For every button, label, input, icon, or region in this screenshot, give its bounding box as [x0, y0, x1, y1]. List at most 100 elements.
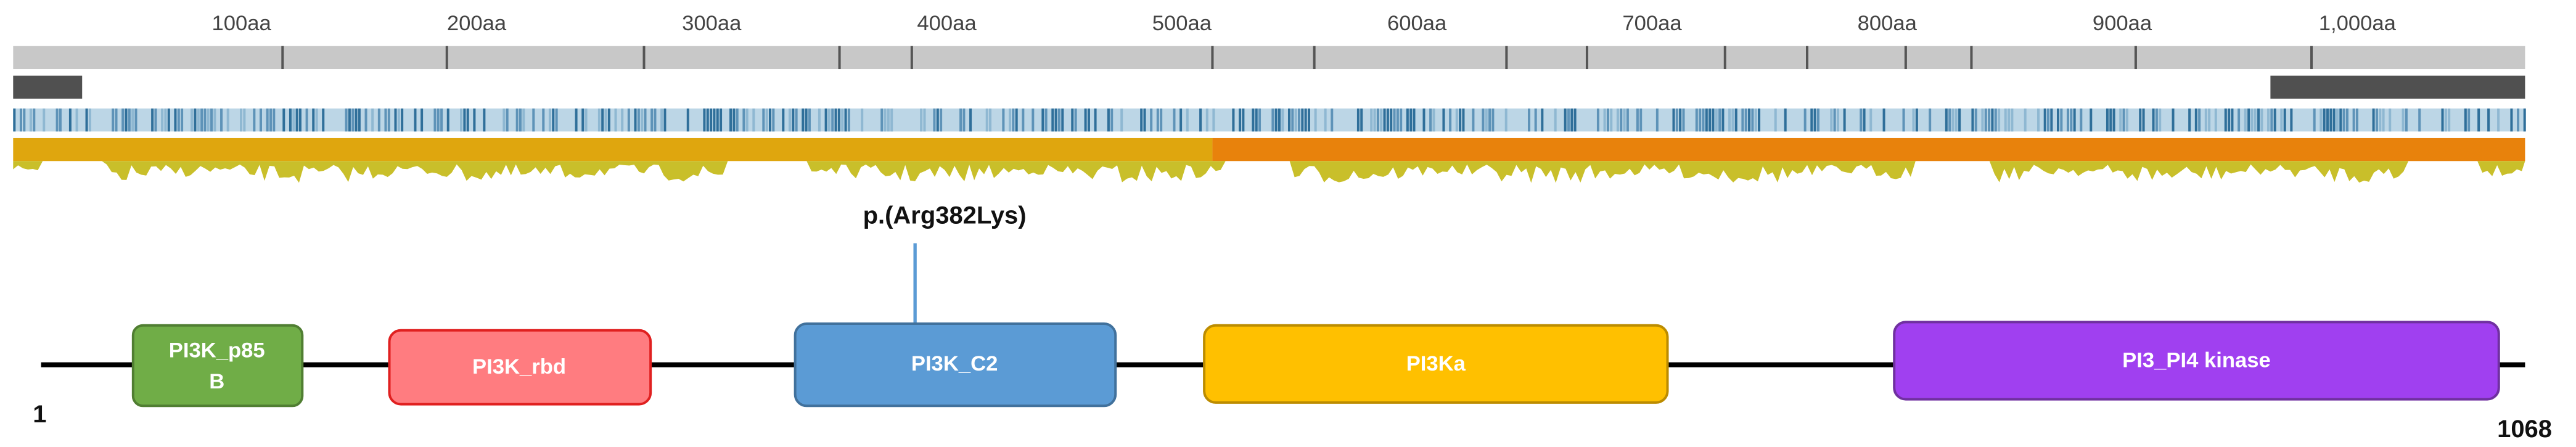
track-stripe: [1488, 108, 1491, 132]
track-stripe: [322, 108, 325, 132]
track-stripe: [203, 108, 207, 132]
track-stripe: [59, 108, 62, 132]
track-stripe: [2375, 108, 2378, 132]
ruler-tick-label: 100aa: [212, 12, 272, 35]
track-stripe: [1616, 108, 1619, 132]
track-stripe: [1074, 108, 1077, 132]
track-stripe: [1528, 108, 1531, 132]
track-stripe: [1413, 108, 1416, 132]
track-stripe: [834, 108, 837, 132]
track-stripe: [2280, 108, 2283, 132]
track-stripe: [1741, 108, 1744, 132]
track-stripe: [1291, 108, 1294, 132]
track-stripe: [720, 108, 723, 132]
track-stripe: [315, 108, 318, 132]
track-stripe: [2517, 108, 2520, 132]
domain: PI3K_rbd: [388, 329, 652, 406]
track-stripe: [654, 108, 657, 132]
track-stripe: [745, 108, 749, 132]
track-stripe: [1833, 108, 1836, 132]
track-stripe: [2250, 108, 2254, 132]
track-stripe: [1491, 108, 1495, 132]
track-stripe: [2109, 108, 2112, 132]
track-stripe: [1728, 108, 1731, 132]
track-stripe: [1915, 108, 1918, 132]
track-stripe: [1712, 108, 1715, 132]
track-stripe: [985, 108, 988, 132]
track-stripe: [292, 108, 295, 132]
track-stripe: [1606, 108, 1609, 132]
track-stripe: [2260, 108, 2263, 132]
track-stripe: [2024, 108, 2027, 132]
track-stripe: [2290, 108, 2293, 132]
track-stripe: [1061, 108, 1064, 132]
track-stripe: [151, 108, 154, 132]
track-stripe: [2352, 108, 2355, 132]
track-stripe: [213, 108, 216, 132]
track-stripe: [2122, 108, 2125, 132]
region-bar: [13, 75, 83, 99]
track-stripe: [1541, 108, 1544, 132]
score-track: [13, 161, 2525, 183]
track-stripe: [1472, 108, 1475, 132]
track-stripe: [2523, 108, 2526, 132]
track-stripe: [394, 108, 397, 132]
domain-label: PI3K_rbd: [472, 355, 566, 379]
track-stripe: [808, 108, 811, 132]
track-stripe: [1242, 108, 1245, 132]
track-stripe: [1718, 108, 1721, 132]
track-stripe: [1816, 108, 1819, 132]
track-stripe: [1554, 108, 1557, 132]
track-stripe: [19, 108, 22, 132]
track-stripe: [75, 108, 78, 132]
track-stripe: [1813, 108, 1816, 132]
track-stripe: [940, 108, 943, 132]
track-stripe: [713, 108, 716, 132]
ruler-bar: [13, 46, 2525, 70]
track-stripe: [2208, 108, 2211, 132]
track-stripe: [1482, 108, 1485, 132]
track-stripe: [519, 108, 522, 132]
track-stripe: [2228, 108, 2231, 132]
track-stripe: [125, 108, 128, 132]
track-stripe: [2106, 108, 2109, 132]
track-stripe: [1239, 108, 1242, 132]
track-stripe: [597, 108, 601, 132]
track-stripe: [1682, 108, 1685, 132]
track-stripe: [1564, 108, 1567, 132]
track-stripe: [1462, 108, 1465, 132]
track-stripe: [2448, 108, 2451, 132]
track-stripe: [397, 108, 400, 132]
track-stripe: [2510, 108, 2513, 132]
track-stripe: [1951, 108, 1955, 132]
track-stripe: [1596, 108, 1599, 132]
domain-label: B: [209, 370, 224, 393]
track-stripe: [1603, 108, 1606, 132]
track-stripe: [1830, 108, 1833, 132]
track-stripe: [1071, 108, 1074, 132]
track-stripe: [2060, 108, 2063, 132]
track-stripe: [2188, 108, 2191, 132]
track-stripe: [2125, 108, 2128, 132]
track-stripe: [601, 108, 604, 132]
track-stripe: [226, 108, 229, 132]
track-stripe: [1679, 108, 1682, 132]
track-stripe: [880, 108, 884, 132]
track-stripe: [1675, 108, 1678, 132]
track-stripe: [522, 108, 525, 132]
track-stripe: [1988, 108, 1991, 132]
track-stripe: [2066, 108, 2069, 132]
track-stripe: [604, 108, 607, 132]
track-stripe: [1186, 108, 1189, 132]
track-stripe: [1373, 108, 1376, 132]
track-stripe: [2159, 108, 2162, 132]
track-stripe: [1281, 108, 1284, 132]
track-stripe: [1948, 108, 1951, 132]
track-stripe: [2254, 108, 2257, 132]
track-stripe: [371, 108, 374, 132]
track-stripe: [1734, 108, 1737, 132]
track-stripe: [650, 108, 654, 132]
track-stripe: [1810, 108, 1813, 132]
track-stripe: [769, 108, 772, 132]
track-stripe: [1882, 108, 1885, 132]
